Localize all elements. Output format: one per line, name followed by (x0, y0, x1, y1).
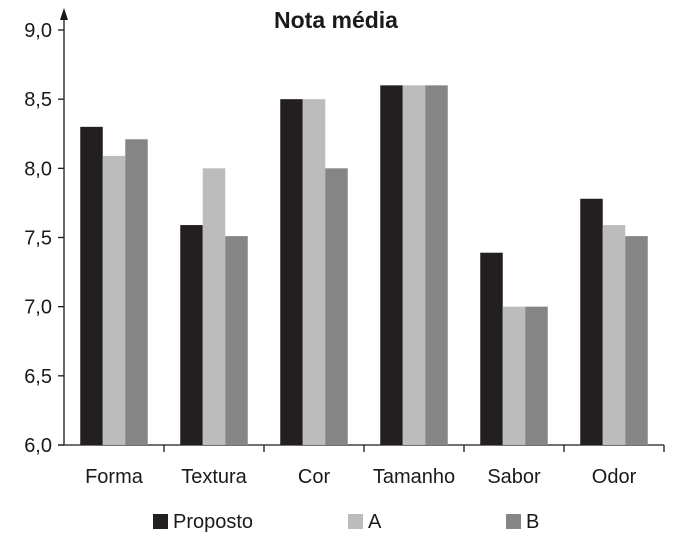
legend-swatch-a (348, 514, 363, 529)
x-tick-label: Odor (592, 466, 637, 488)
y-tick-label: 6,0 (24, 435, 52, 457)
bar-proposto-tamanho (380, 85, 403, 445)
legend-label-a: A (368, 511, 382, 533)
bar-proposto-forma (80, 126, 103, 445)
chart-title: Nota média (274, 7, 398, 33)
x-tick-label: Cor (298, 466, 331, 488)
legend-swatch-b (506, 514, 521, 529)
bar-a-cor (302, 99, 326, 446)
bar-b-forma (125, 139, 148, 446)
bar-a-odor (602, 225, 626, 445)
bar-b-tamanho (425, 85, 448, 445)
x-tick-label: Sabor (487, 466, 541, 488)
bar-proposto-textura (180, 225, 203, 445)
bar-b-textura (225, 236, 248, 445)
legend-label-proposto: Proposto (173, 511, 253, 533)
y-axis-arrow (60, 8, 68, 20)
bar-b-sabor (525, 306, 548, 445)
y-tick-label: 8,5 (24, 89, 52, 111)
y-tick-label: 6,5 (24, 366, 52, 388)
bar-a-textura (202, 168, 226, 446)
legend-swatch-proposto (153, 514, 168, 529)
bar-b-odor (625, 236, 648, 445)
bar-a-tamanho (402, 85, 426, 445)
y-tick-label: 9,0 (24, 20, 52, 42)
x-tick-label: Tamanho (373, 466, 455, 488)
y-axis: 6,0 6,5 7,0 7,5 8,0 8,5 9,0 (24, 8, 68, 457)
bar-a-forma (102, 155, 126, 445)
y-tick-label: 7,0 (24, 297, 52, 319)
x-axis: Forma Textura Cor Tamanho Sabor Odor (58, 444, 665, 488)
bar-proposto-odor (580, 198, 603, 445)
bar-b-cor (325, 168, 348, 446)
x-tick-label: Textura (181, 466, 247, 488)
bars-group (80, 85, 648, 446)
legend-label-b: B (526, 511, 539, 533)
x-tick-label: Forma (85, 466, 144, 488)
y-tick-label: 8,0 (24, 158, 52, 180)
y-tick-label: 7,5 (24, 228, 52, 250)
legend: Proposto A B (153, 511, 539, 533)
bar-proposto-sabor (480, 252, 503, 445)
bar-a-sabor (502, 306, 526, 445)
bar-proposto-cor (280, 99, 303, 446)
